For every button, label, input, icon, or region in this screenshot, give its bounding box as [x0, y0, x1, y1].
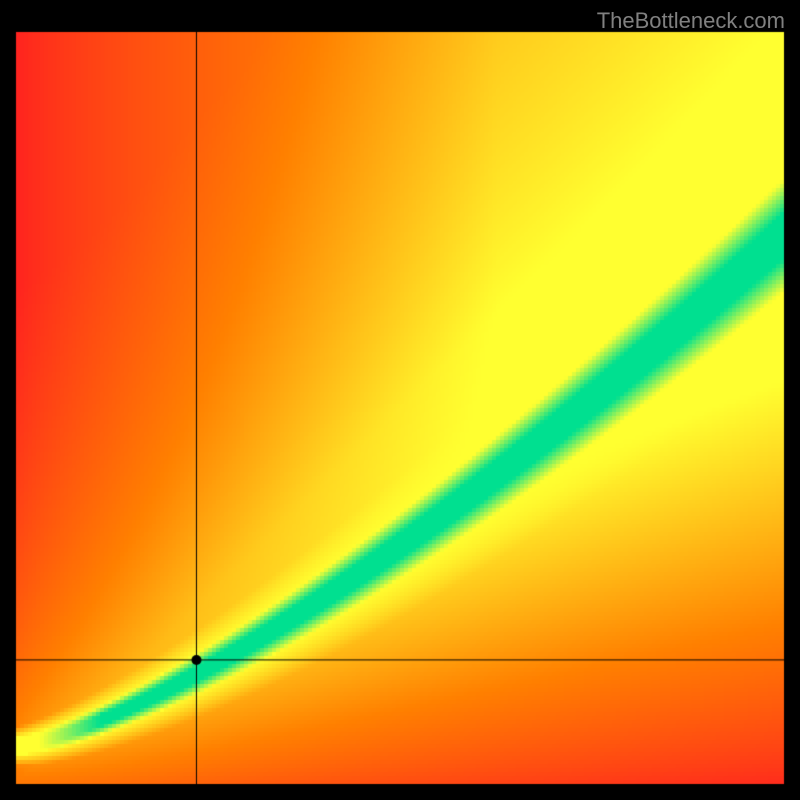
watermark-text: TheBottleneck.com: [597, 8, 785, 34]
heatmap-canvas: [0, 0, 800, 800]
chart-container: TheBottleneck.com: [0, 0, 800, 800]
